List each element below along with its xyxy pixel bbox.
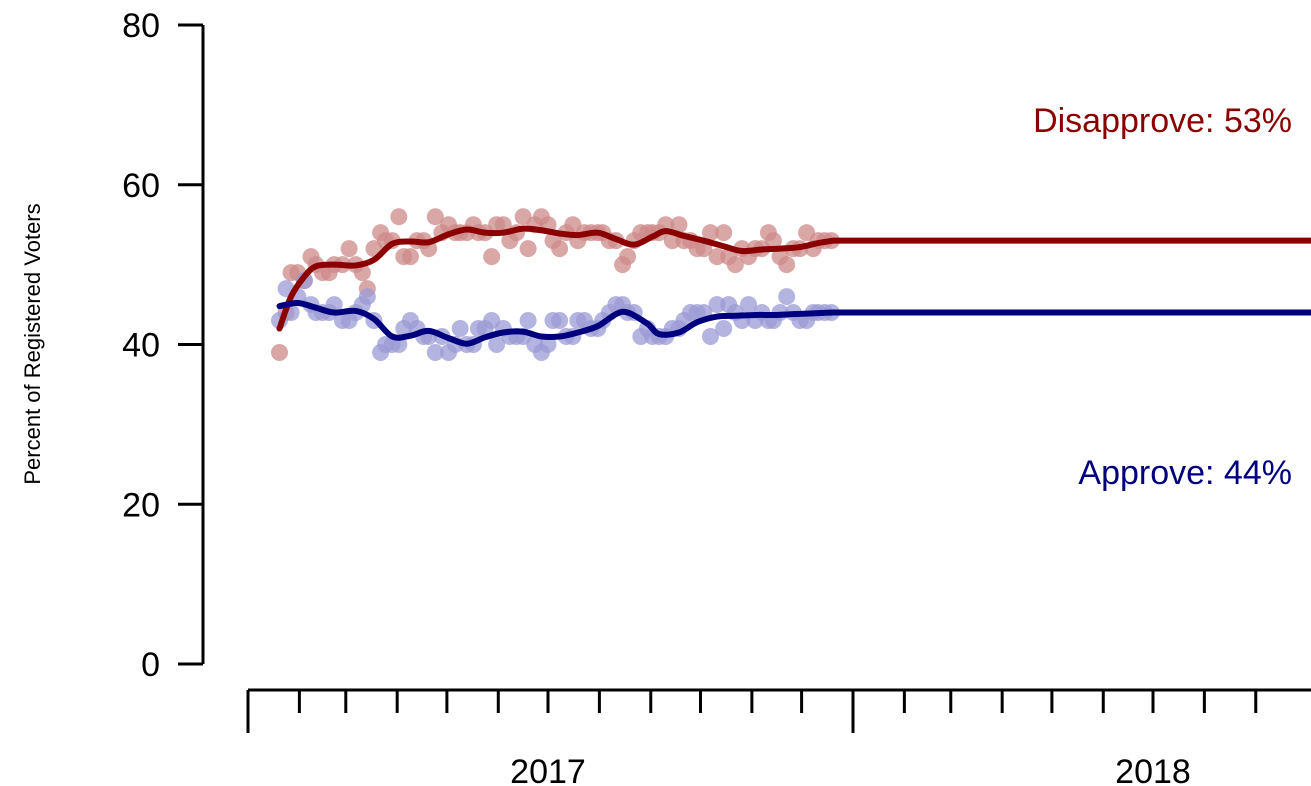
approve-point xyxy=(715,320,733,338)
disapprove-point xyxy=(483,248,501,266)
y-tick-label: 20 xyxy=(122,486,160,524)
approve-point xyxy=(519,312,537,330)
approve-point xyxy=(426,343,444,361)
x-axis: 2017 2018 xyxy=(246,690,1258,786)
approve-point xyxy=(701,328,719,346)
approve-label: Approve: 44% xyxy=(1078,454,1292,492)
disapprove-point xyxy=(715,224,733,242)
x-year-label: 2017 xyxy=(510,753,586,786)
disapprove-point xyxy=(401,248,419,266)
approve-point xyxy=(539,336,557,353)
trend-layer xyxy=(276,225,1311,347)
approve-point xyxy=(740,296,758,314)
disapprove-point xyxy=(519,240,537,258)
disapprove-point xyxy=(390,208,408,226)
disapprove-point xyxy=(701,224,719,242)
disapprove-label: Disapprove: 53% xyxy=(1033,102,1292,140)
disapprove-point xyxy=(270,343,288,361)
approve-point xyxy=(358,288,376,306)
y-tick-label: 40 xyxy=(122,327,160,365)
disapprove-point xyxy=(764,232,782,250)
disapprove-point xyxy=(778,256,796,274)
y-tick-label: 0 xyxy=(141,646,160,684)
disapprove-point xyxy=(726,256,744,274)
approve-point xyxy=(488,336,506,353)
disapprove-trend-line xyxy=(276,225,1311,332)
approve-point xyxy=(551,312,569,330)
disapprove-point xyxy=(670,216,688,234)
disapprove-point xyxy=(551,240,569,258)
disapprove-point xyxy=(426,208,444,226)
disapprove-point xyxy=(353,264,371,282)
approve-point xyxy=(451,320,469,338)
y-tick-label: 80 xyxy=(122,7,160,45)
approve-point xyxy=(778,288,796,306)
disapprove-point xyxy=(340,240,358,258)
y-axis: 0 20 40 60 80 xyxy=(122,7,203,684)
approve-trend-line xyxy=(276,299,1311,347)
y-tick-label: 60 xyxy=(122,167,160,205)
x-year-label: 2018 xyxy=(1115,753,1191,786)
y-axis-title: Percent of Registered Voters xyxy=(20,203,45,484)
disapprove-point xyxy=(619,248,637,266)
